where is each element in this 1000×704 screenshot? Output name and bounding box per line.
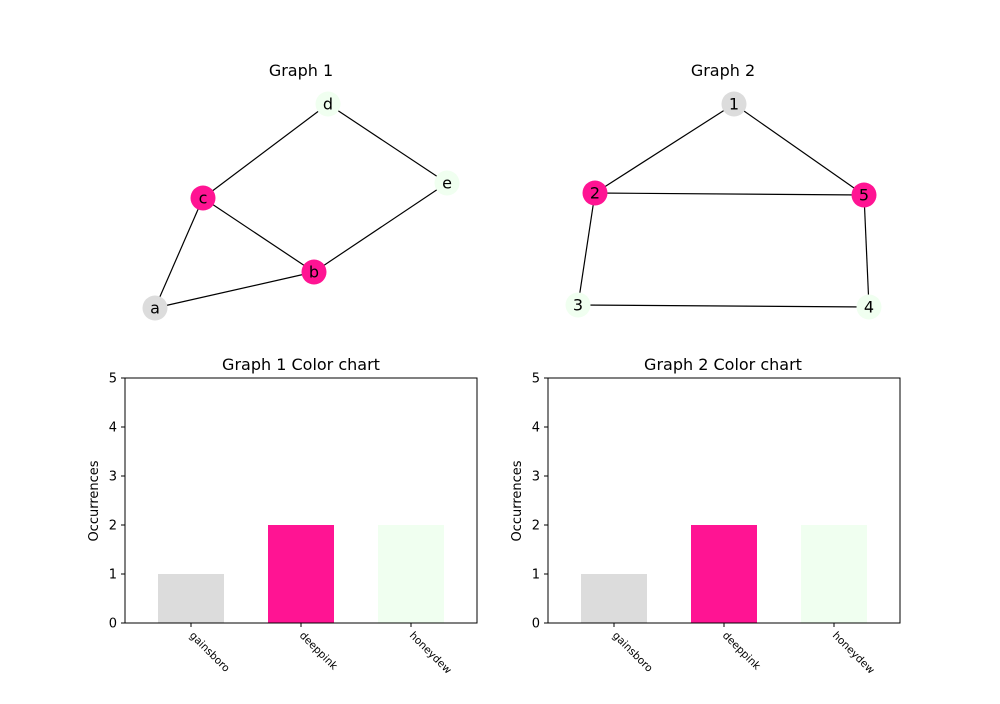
chart-2-ytick-label-4: 4 [532,421,540,436]
graph-2-node-label-5: 5 [859,186,869,205]
graph-1-node-label-e: e [442,174,452,193]
chart-2-ylabel: Occurrences [510,460,525,541]
chart-1-ylabel: Occurrences [87,460,102,541]
chart-2-bar-gainsboro [581,574,647,623]
graph-1-node-a [142,295,168,321]
graph-2-node-4 [856,294,882,320]
chart-1-bar-honeydew [378,525,444,623]
chart-2-ytick-label-0: 0 [532,617,540,632]
graph-1-node-label-a: a [150,299,160,318]
graph-2-edge-5-4 [863,194,870,308]
chart-1-ytick-label-3: 3 [109,470,117,485]
chart-2-ytick-label-2: 2 [532,519,540,534]
graph-1-edge-c-b [202,197,315,273]
graph-2-node-5 [851,182,877,208]
graph-2-title: Graph 2 [691,61,755,80]
graph-2-node-label-2: 2 [590,184,600,203]
graph-1-node-b [301,259,327,285]
chart-1-ytick-label-0: 0 [109,617,117,632]
graph-1-node-d [315,91,341,117]
chart-2-bar-deeppink [691,525,757,623]
graph-2-edge-2-3 [577,192,596,306]
graph-1-node-label-d: d [323,95,333,114]
graph-1-edge-c-d [202,103,329,199]
chart-2-xtick-label-gainsboro: gainsboro [610,630,655,675]
graph-2-edge-2-5 [594,192,865,196]
chart-2-ytick-label-5: 5 [532,372,540,387]
chart-1-ytick-label-2: 2 [109,519,117,534]
graph-2-edge-1-5 [733,103,865,196]
chart-1-xtick-label-gainsboro: gainsboro [187,630,232,675]
graph-1-node-label-c: c [199,189,208,208]
graph-2-node-label-3: 3 [573,296,583,315]
graph-2-node-label-1: 1 [729,95,739,114]
chart-1-ytick-label-5: 5 [109,372,117,387]
graph-1-edge-b-e [313,182,448,273]
graph-2-edge-3-4 [577,304,870,308]
chart-2-ytick-label-1: 1 [532,568,540,583]
chart-1-title: Graph 1 Color chart [222,355,380,374]
chart-1-xtick-label-deeppink: deeppink [297,630,340,673]
graph-1-title: Graph 1 [269,61,333,80]
graph-1-node-label-b: b [309,263,319,282]
graph-2-node-3 [565,292,591,318]
graph-1-node-c [190,185,216,211]
chart-1-xtick-label-honeydew: honeydew [407,630,454,677]
chart-1-bar-gainsboro [158,574,224,623]
graph-layer: a b c d e 1 2 5 3 4 [142,91,882,321]
chart-2-xtick-label-honeydew: honeydew [830,630,877,677]
chart-2-ytick-label-3: 3 [532,470,540,485]
chart-layer: 0 1 2 3 4 5 gainsboro deeppink honeydew 0 1 2 3 4 5 gai… [109,372,901,677]
graph-1-edge-a-c [154,197,204,309]
chart-1-ytick-label-4: 4 [109,421,117,436]
chart-2-xtick-label-deeppink: deeppink [720,630,763,673]
graph-2-node-label-4: 4 [864,298,874,317]
graph-1-edge-a-b [154,271,315,309]
chart-1-bar-deeppink [268,525,334,623]
graph-2-edge-1-2 [594,103,735,194]
chart-2-title: Graph 2 Color chart [644,355,802,374]
graph-2-node-1 [721,91,747,117]
chart-1-ytick-label-1: 1 [109,568,117,583]
graph-1-edge-d-e [327,103,448,184]
graph-1-node-e [434,170,460,196]
chart-2-bar-honeydew [801,525,867,623]
graph-2-node-2 [582,180,608,206]
